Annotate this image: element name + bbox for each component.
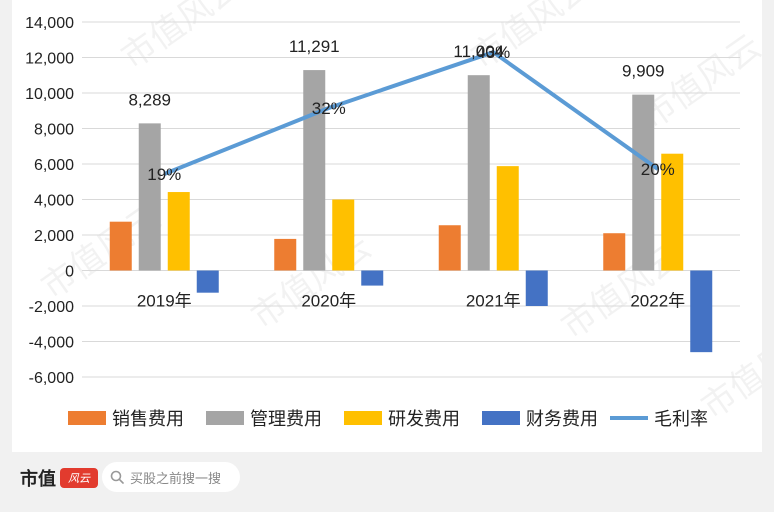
legend-label: 研发费用: [388, 409, 460, 430]
bar: [167, 192, 190, 271]
footer-bar: 市值 风云 买股之前搜一搜: [0, 452, 774, 512]
y-axis-ticks: 14,000 12,000 10,000 8,000 6,000 4,000 2,000 0 -…: [25, 15, 74, 387]
y-tick-label: 4,000: [34, 193, 74, 210]
bar: [467, 75, 490, 271]
legend-swatch: [68, 411, 106, 425]
y-tick-label: 8,000: [34, 122, 74, 139]
search-icon: [110, 470, 124, 484]
watermark-text: 市值风云: [464, 0, 598, 77]
line-data-label: 43%: [476, 43, 510, 62]
legend-swatch: [482, 411, 520, 425]
bar-data-label: 11,291: [289, 37, 340, 56]
bar: [274, 238, 297, 271]
y-tick-label: 2,000: [34, 228, 74, 245]
y-tick-label: 0: [65, 264, 74, 281]
legend-label: 销售费用: [112, 409, 184, 430]
data-labels: 8,289 11,291 11,004 9,909 19% 32% 43% 20%: [128, 37, 674, 184]
y-tick-label: -4,000: [29, 335, 74, 352]
legend-label: 财务费用: [526, 409, 598, 430]
search-placeholder: 买股之前搜一搜: [130, 471, 222, 487]
margin-line: [163, 50, 659, 176]
y-tick-label: 14,000: [25, 15, 74, 32]
legend-swatch: [344, 411, 382, 425]
y-tick-label: 12,000: [25, 51, 74, 68]
bars: [109, 70, 713, 353]
bar: [690, 270, 713, 353]
y-tick-label: 10,000: [25, 86, 74, 103]
bar-data-label: 11,004: [453, 42, 504, 61]
bar: [438, 225, 461, 271]
x-tick-label: 2020年: [301, 292, 356, 311]
legend-label: 毛利率: [654, 409, 708, 430]
bar-data-label: 9,909: [622, 62, 665, 81]
y-tick-label: -6,000: [29, 370, 74, 387]
x-axis-labels: 2019年 2020年 2021年 2022年: [137, 292, 685, 311]
legend: 销售费用 管理费用 研发费用 财务费用 毛利率: [68, 409, 708, 430]
bar: [332, 199, 355, 271]
bar: [196, 270, 219, 293]
chart-card: 市值风云 市值风云 市值风云 市值风云 市值风云 市值风云 市值风云 14,000 12,00…: [12, 0, 762, 452]
search-box[interactable]: 买股之前搜一搜: [102, 462, 240, 492]
line-data-label: 32%: [312, 99, 346, 118]
bar: [661, 153, 684, 271]
bar: [632, 94, 655, 271]
bar: [603, 233, 626, 271]
x-tick-label: 2022年: [630, 292, 685, 311]
bar: [303, 70, 326, 271]
x-tick-label: 2019年: [137, 292, 192, 311]
brand[interactable]: 市值 风云: [20, 464, 98, 492]
margin-line-path: [163, 50, 659, 176]
y-tick-label: 6,000: [34, 157, 74, 174]
gridlines: [82, 21, 740, 378]
line-data-label: 19%: [147, 165, 181, 184]
bar: [109, 221, 132, 271]
x-tick-label: 2021年: [466, 292, 521, 311]
y-tick-label: -2,000: [29, 299, 74, 316]
bar: [496, 166, 519, 271]
watermark-text: 市值风云: [114, 0, 248, 77]
legend-label: 管理费用: [250, 409, 322, 430]
bar: [138, 123, 161, 271]
bar: [361, 270, 384, 286]
line-data-label: 20%: [641, 160, 675, 179]
brand-logo-icon: 风云: [60, 468, 98, 488]
brand-name: 市值: [20, 469, 56, 490]
bar-data-label: 8,289: [128, 90, 171, 109]
legend-swatch: [206, 411, 244, 425]
bar: [525, 270, 548, 306]
